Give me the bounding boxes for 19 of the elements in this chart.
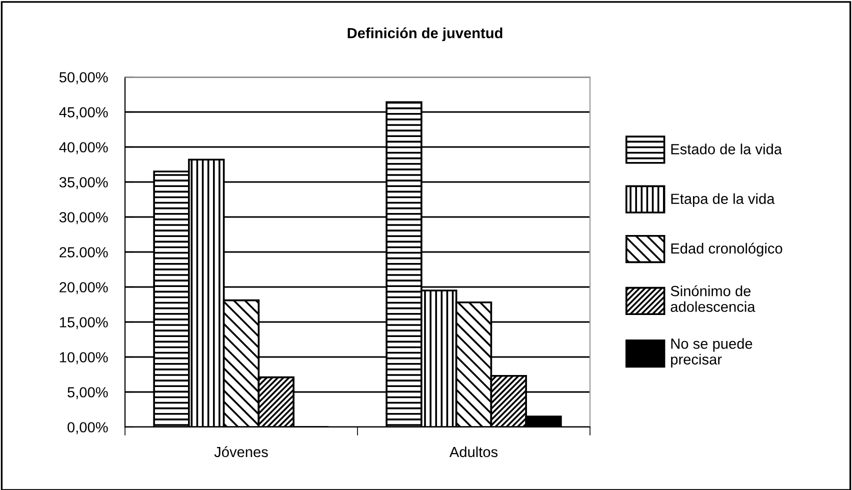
chart-title: Definición de juventud [348,27,502,42]
y-tick-label: 35,00% [59,177,108,190]
y-tick-label: 45,00% [59,107,108,120]
y-tick-label: 50,00% [59,72,108,84]
x-tick-label: Jóvenes [214,446,268,458]
legend-label: Estado de la vida [671,144,782,154]
x-tick-label: Adultos [449,446,498,458]
y-tick-label: 0,00% [68,422,108,434]
y-tick-label: 15,00% [60,317,108,330]
legend-label: Sinónimo de adolescencia [670,285,756,312]
legend-label: Edad cronológico [671,242,782,257]
y-tick-label: 40,00% [59,142,108,154]
y-tick-label: 20,00% [60,282,108,294]
y-tick-label: 30,00% [59,212,108,224]
legend-label: Etapa de la vida [671,193,775,207]
y-tick-label: 10,00% [60,352,108,364]
y-tick-label: 5,00% [68,387,108,400]
legend-label: No se puede precisar [671,338,752,368]
y-tick-label: 25.00% [60,247,108,258]
